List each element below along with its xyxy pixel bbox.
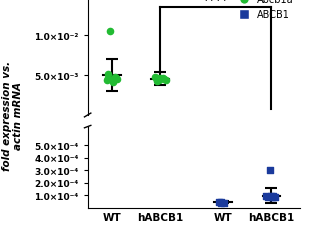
Point <box>264 195 269 198</box>
Point <box>269 194 274 198</box>
Point <box>110 79 115 83</box>
Text: fold expression vs.
actin mRNA: fold expression vs. actin mRNA <box>2 61 23 170</box>
Point <box>115 78 120 82</box>
Point <box>270 195 275 199</box>
Point <box>157 79 162 82</box>
Point <box>112 76 117 79</box>
Point <box>152 76 157 79</box>
Point <box>114 76 119 80</box>
Point <box>156 78 161 82</box>
Point <box>162 78 167 82</box>
Point <box>218 201 223 205</box>
Point <box>160 77 165 81</box>
Point <box>105 77 110 81</box>
Point <box>269 195 274 199</box>
Point <box>108 30 113 34</box>
Point <box>267 169 272 172</box>
Point <box>154 79 159 83</box>
Point <box>265 195 270 199</box>
Point <box>163 79 168 82</box>
Legend: Abcb1a, ABCB1: Abcb1a, ABCB1 <box>233 0 295 22</box>
Point <box>110 80 115 84</box>
Point <box>272 195 277 199</box>
Point <box>104 79 109 82</box>
Point <box>270 194 275 198</box>
Text: ****: **** <box>203 0 229 7</box>
Point <box>158 77 163 81</box>
Point <box>218 200 223 204</box>
Point <box>216 200 221 204</box>
Point <box>154 79 159 82</box>
Point <box>222 201 227 205</box>
Point <box>154 76 159 80</box>
Point <box>105 73 110 77</box>
